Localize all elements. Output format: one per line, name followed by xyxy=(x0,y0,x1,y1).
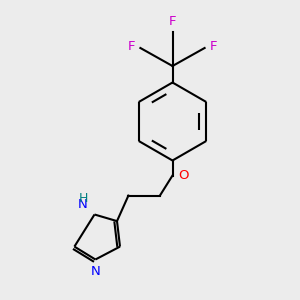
Text: N: N xyxy=(91,265,100,278)
Text: F: F xyxy=(210,40,218,53)
Text: N: N xyxy=(78,198,88,211)
Text: H: H xyxy=(79,192,88,205)
Text: F: F xyxy=(169,15,176,28)
Text: F: F xyxy=(128,40,135,53)
Text: O: O xyxy=(178,169,188,182)
